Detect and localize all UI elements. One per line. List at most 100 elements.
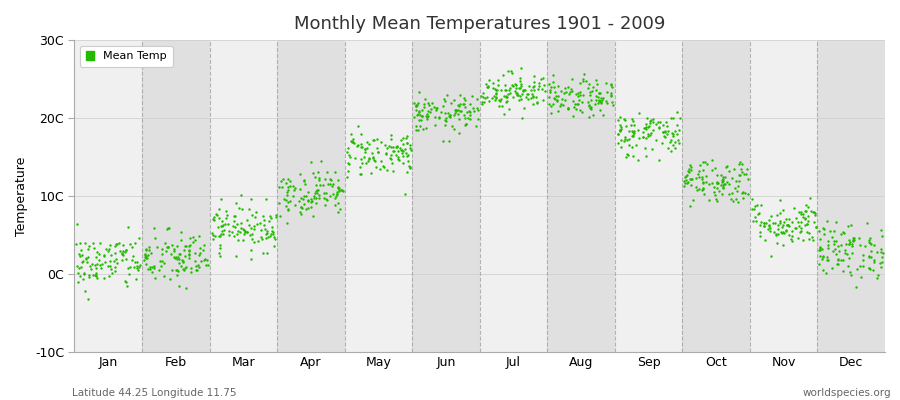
Point [447, 110, 462, 117]
Point [604, 92, 618, 99]
Point [166, 248, 181, 254]
Point [448, 107, 463, 113]
Point [301, 205, 315, 211]
Point [344, 131, 358, 137]
Point [377, 142, 392, 148]
Point [814, 246, 829, 252]
Point [346, 139, 360, 145]
Point [305, 198, 320, 204]
Point [299, 205, 313, 212]
Point [442, 113, 456, 119]
Point [569, 91, 583, 97]
Point [825, 234, 840, 240]
Point [862, 266, 877, 272]
Point [411, 117, 426, 123]
Point [369, 163, 383, 170]
Point [409, 103, 423, 109]
Point [715, 177, 729, 183]
Point [489, 90, 503, 96]
Point [403, 147, 418, 153]
Point [76, 276, 91, 282]
Point [595, 97, 609, 103]
Point [191, 262, 205, 268]
Point [463, 116, 477, 122]
Point [636, 134, 651, 140]
Point [665, 142, 680, 148]
Point [571, 92, 585, 99]
Point [331, 184, 346, 191]
Point [637, 145, 652, 151]
Point [543, 89, 557, 96]
Point [138, 252, 152, 258]
Point [753, 201, 768, 208]
Point [739, 171, 753, 178]
Point [866, 266, 880, 273]
Point [407, 100, 421, 107]
Point [500, 94, 514, 100]
Point [306, 213, 320, 220]
Point [770, 222, 785, 228]
Point [576, 76, 590, 82]
Point [806, 237, 821, 243]
Point [421, 113, 436, 119]
Point [81, 272, 95, 278]
Point [729, 196, 743, 202]
Point [482, 98, 496, 104]
Point [500, 94, 514, 100]
Point [834, 256, 849, 263]
Point [171, 260, 185, 266]
Point [253, 219, 267, 226]
Point [645, 116, 660, 122]
Point [860, 220, 875, 226]
Point [735, 195, 750, 201]
Point [816, 226, 831, 232]
Point [762, 227, 777, 234]
Point [698, 191, 712, 198]
Point [526, 101, 540, 107]
Point [80, 254, 94, 260]
Point [693, 162, 707, 168]
Point [798, 222, 813, 228]
Point [72, 265, 86, 272]
Point [409, 101, 423, 108]
Point [234, 224, 248, 231]
Point [362, 141, 376, 147]
Point [414, 117, 428, 123]
Point [656, 122, 670, 128]
Point [520, 91, 535, 98]
Point [644, 116, 659, 123]
Point [437, 96, 452, 103]
Point [658, 129, 672, 135]
Point [800, 220, 814, 227]
Point [155, 250, 169, 257]
Point [448, 107, 463, 114]
Point [793, 229, 807, 235]
Point [411, 109, 426, 115]
Point [84, 265, 98, 272]
Point [395, 150, 410, 156]
Point [804, 208, 818, 214]
Point [678, 174, 692, 180]
Point [452, 103, 466, 109]
Point [329, 190, 344, 197]
Point [716, 184, 730, 190]
Point [655, 140, 670, 146]
Point [604, 82, 618, 88]
Point [596, 95, 610, 102]
Point [230, 228, 245, 234]
Point [354, 144, 368, 150]
Point [845, 235, 859, 241]
Point [626, 118, 640, 125]
Point [593, 98, 608, 104]
Point [326, 191, 340, 198]
Point [863, 240, 878, 246]
Point [604, 90, 618, 96]
Point [784, 219, 798, 226]
Point [658, 134, 672, 140]
Point [361, 158, 375, 164]
Point [374, 166, 388, 172]
Point [508, 90, 523, 96]
Point [142, 264, 157, 270]
Point [332, 185, 347, 192]
Point [637, 124, 652, 131]
